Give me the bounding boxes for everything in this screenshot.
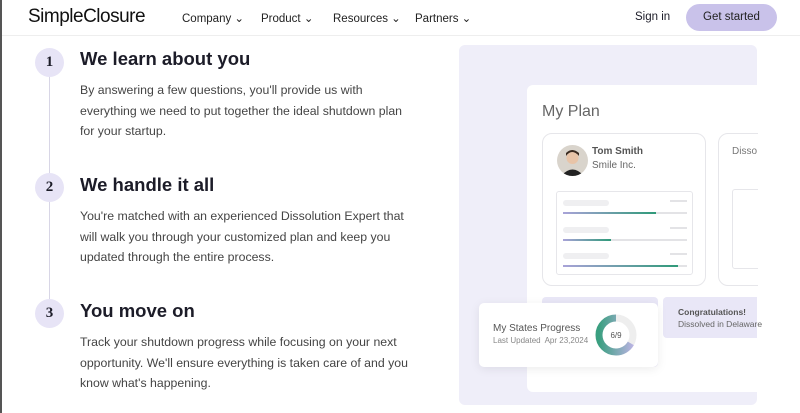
nav-label: Product <box>261 13 301 25</box>
nav-product[interactable]: Product ⌄ <box>261 11 313 25</box>
step-number: 3 <box>35 299 64 328</box>
nav-label: Resources <box>333 13 388 25</box>
logo[interactable]: SimpleClosure <box>28 6 146 27</box>
congrats-banner: Congratulations! Dissolved in Delaware <box>663 297 762 338</box>
nav-resources[interactable]: Resources ⌄ <box>333 11 401 25</box>
top-nav: SimpleClosure Company ⌄ Product ⌄ Resour… <box>2 0 800 36</box>
task-progress-bar <box>563 265 687 267</box>
nav-partners[interactable]: Partners ⌄ <box>415 11 471 25</box>
step-body: You're matched with an experienced Disso… <box>80 209 404 264</box>
chevron-down-icon: ⌄ <box>461 13 472 25</box>
states-progress-card: My States Progress Last Updated Apr 23,2… <box>479 303 658 367</box>
step-number: 2 <box>35 173 64 202</box>
task-progress-fill <box>563 212 656 214</box>
chevron-down-icon: ⌄ <box>303 13 314 25</box>
sign-in-link[interactable]: Sign in <box>635 11 671 23</box>
task-progress-bar <box>563 239 687 241</box>
avatar <box>557 145 588 176</box>
nav-label: Company <box>182 13 232 25</box>
step-title: We handle it all <box>80 174 215 195</box>
states-title: My States Progress <box>493 323 581 334</box>
progress-value: 6/9 <box>610 331 622 340</box>
plan-title: My Plan <box>542 103 600 120</box>
states-updated: Last Updated Apr 23,2024 <box>493 336 589 345</box>
step-title: We learn about you <box>80 48 251 69</box>
chevron-down-icon: ⌄ <box>234 13 245 25</box>
task-progress-fill <box>563 239 612 241</box>
chevron-down-icon: ⌄ <box>391 13 401 25</box>
task-progress-bar <box>563 212 687 214</box>
step-number: 1 <box>35 48 64 77</box>
progress-donut: 6/9 <box>595 314 637 356</box>
progress-arc <box>595 314 637 356</box>
user-name: Tom Smith <box>592 146 643 157</box>
task-progress-fill <box>563 265 679 267</box>
nav-label: Partners <box>415 13 459 25</box>
get-started-button[interactable]: Get started <box>686 4 777 31</box>
tasks-box <box>556 191 693 275</box>
nav-company[interactable]: Company ⌄ <box>182 11 244 25</box>
step-title: You move on <box>80 300 195 321</box>
user-company: Smile Inc. <box>592 160 636 171</box>
step-body: Track your shutdown progress while focus… <box>80 335 408 390</box>
dissolution-label: Dissol <box>732 146 757 157</box>
congrats-text: Dissolved in Delaware <box>678 319 763 329</box>
congrats-title: Congratulations! <box>678 307 746 317</box>
step-body: By answering a few questions, you'll pro… <box>80 83 402 138</box>
